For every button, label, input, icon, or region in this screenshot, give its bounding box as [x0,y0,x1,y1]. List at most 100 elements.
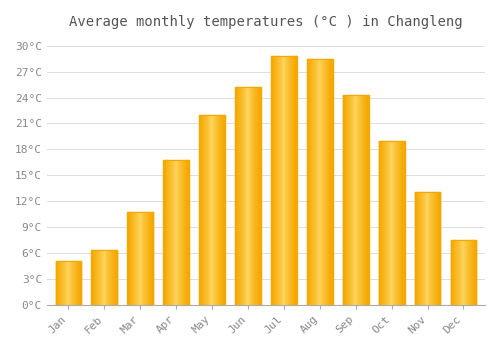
Bar [427,193,428,304]
Bar [96,250,98,304]
Bar [293,56,294,304]
Bar [173,160,174,304]
Bar [175,160,176,304]
Bar [223,115,224,304]
Bar [437,193,438,304]
Bar [204,115,205,304]
Bar [136,212,137,304]
Bar [356,95,357,304]
Bar [246,87,248,304]
Bar [214,115,216,304]
Bar [128,212,130,304]
Bar [258,87,259,304]
Bar [251,87,252,304]
Bar [472,240,473,304]
Bar [180,160,182,304]
Bar [414,193,416,304]
Bar [166,160,167,304]
Bar [430,193,431,304]
Bar [277,56,278,304]
Bar [327,59,328,304]
Bar [143,212,144,304]
Bar [101,250,102,304]
Bar [460,240,461,304]
Bar [183,160,184,304]
Bar [187,160,188,304]
Bar [58,261,59,304]
Bar [396,141,397,304]
Bar [289,56,290,304]
Bar [351,95,352,304]
Bar [134,212,135,304]
Bar [468,240,469,304]
Bar [428,193,429,304]
Bar [461,240,462,304]
Bar [417,193,418,304]
Bar [100,250,101,304]
Bar [330,59,331,304]
Bar [328,59,329,304]
Bar [222,115,223,304]
Bar [273,56,274,304]
Bar [325,59,326,304]
Bar [70,261,71,304]
Bar [236,87,237,304]
Bar [138,212,139,304]
Bar [324,59,325,304]
Bar [358,95,359,304]
Bar [71,261,72,304]
Bar [380,141,382,304]
Bar [424,193,425,304]
Bar [80,261,82,304]
Bar [171,160,172,304]
Bar [200,115,201,304]
Bar [140,212,141,304]
Bar [255,87,256,304]
Bar [471,240,472,304]
Bar [137,212,138,304]
Bar [150,212,151,304]
Bar [73,261,74,304]
Bar [314,59,316,304]
Bar [284,56,285,304]
Bar [112,250,114,304]
Bar [436,193,437,304]
Bar [439,193,440,304]
Bar [218,115,219,304]
Bar [209,115,210,304]
Bar [168,160,169,304]
Bar [473,240,474,304]
Bar [453,240,454,304]
Bar [243,87,244,304]
Bar [400,141,402,304]
Bar [260,87,261,304]
Bar [144,212,145,304]
Bar [151,212,152,304]
Bar [309,59,310,304]
Bar [217,115,218,304]
Bar [240,87,241,304]
Bar [426,193,427,304]
Bar [457,240,458,304]
Bar [208,115,209,304]
Bar [130,212,131,304]
Bar [152,212,153,304]
Bar [387,141,388,304]
Bar [78,261,80,304]
Bar [97,250,98,304]
Bar [459,240,460,304]
Bar [98,250,99,304]
Bar [92,250,94,304]
Bar [434,193,436,304]
Bar [470,240,471,304]
Bar [463,240,464,304]
Bar [397,141,398,304]
Bar [202,115,203,304]
Bar [364,95,366,304]
Bar [241,87,242,304]
Bar [394,141,395,304]
Bar [178,160,179,304]
Bar [329,59,330,304]
Bar [178,160,180,304]
Bar [107,250,108,304]
